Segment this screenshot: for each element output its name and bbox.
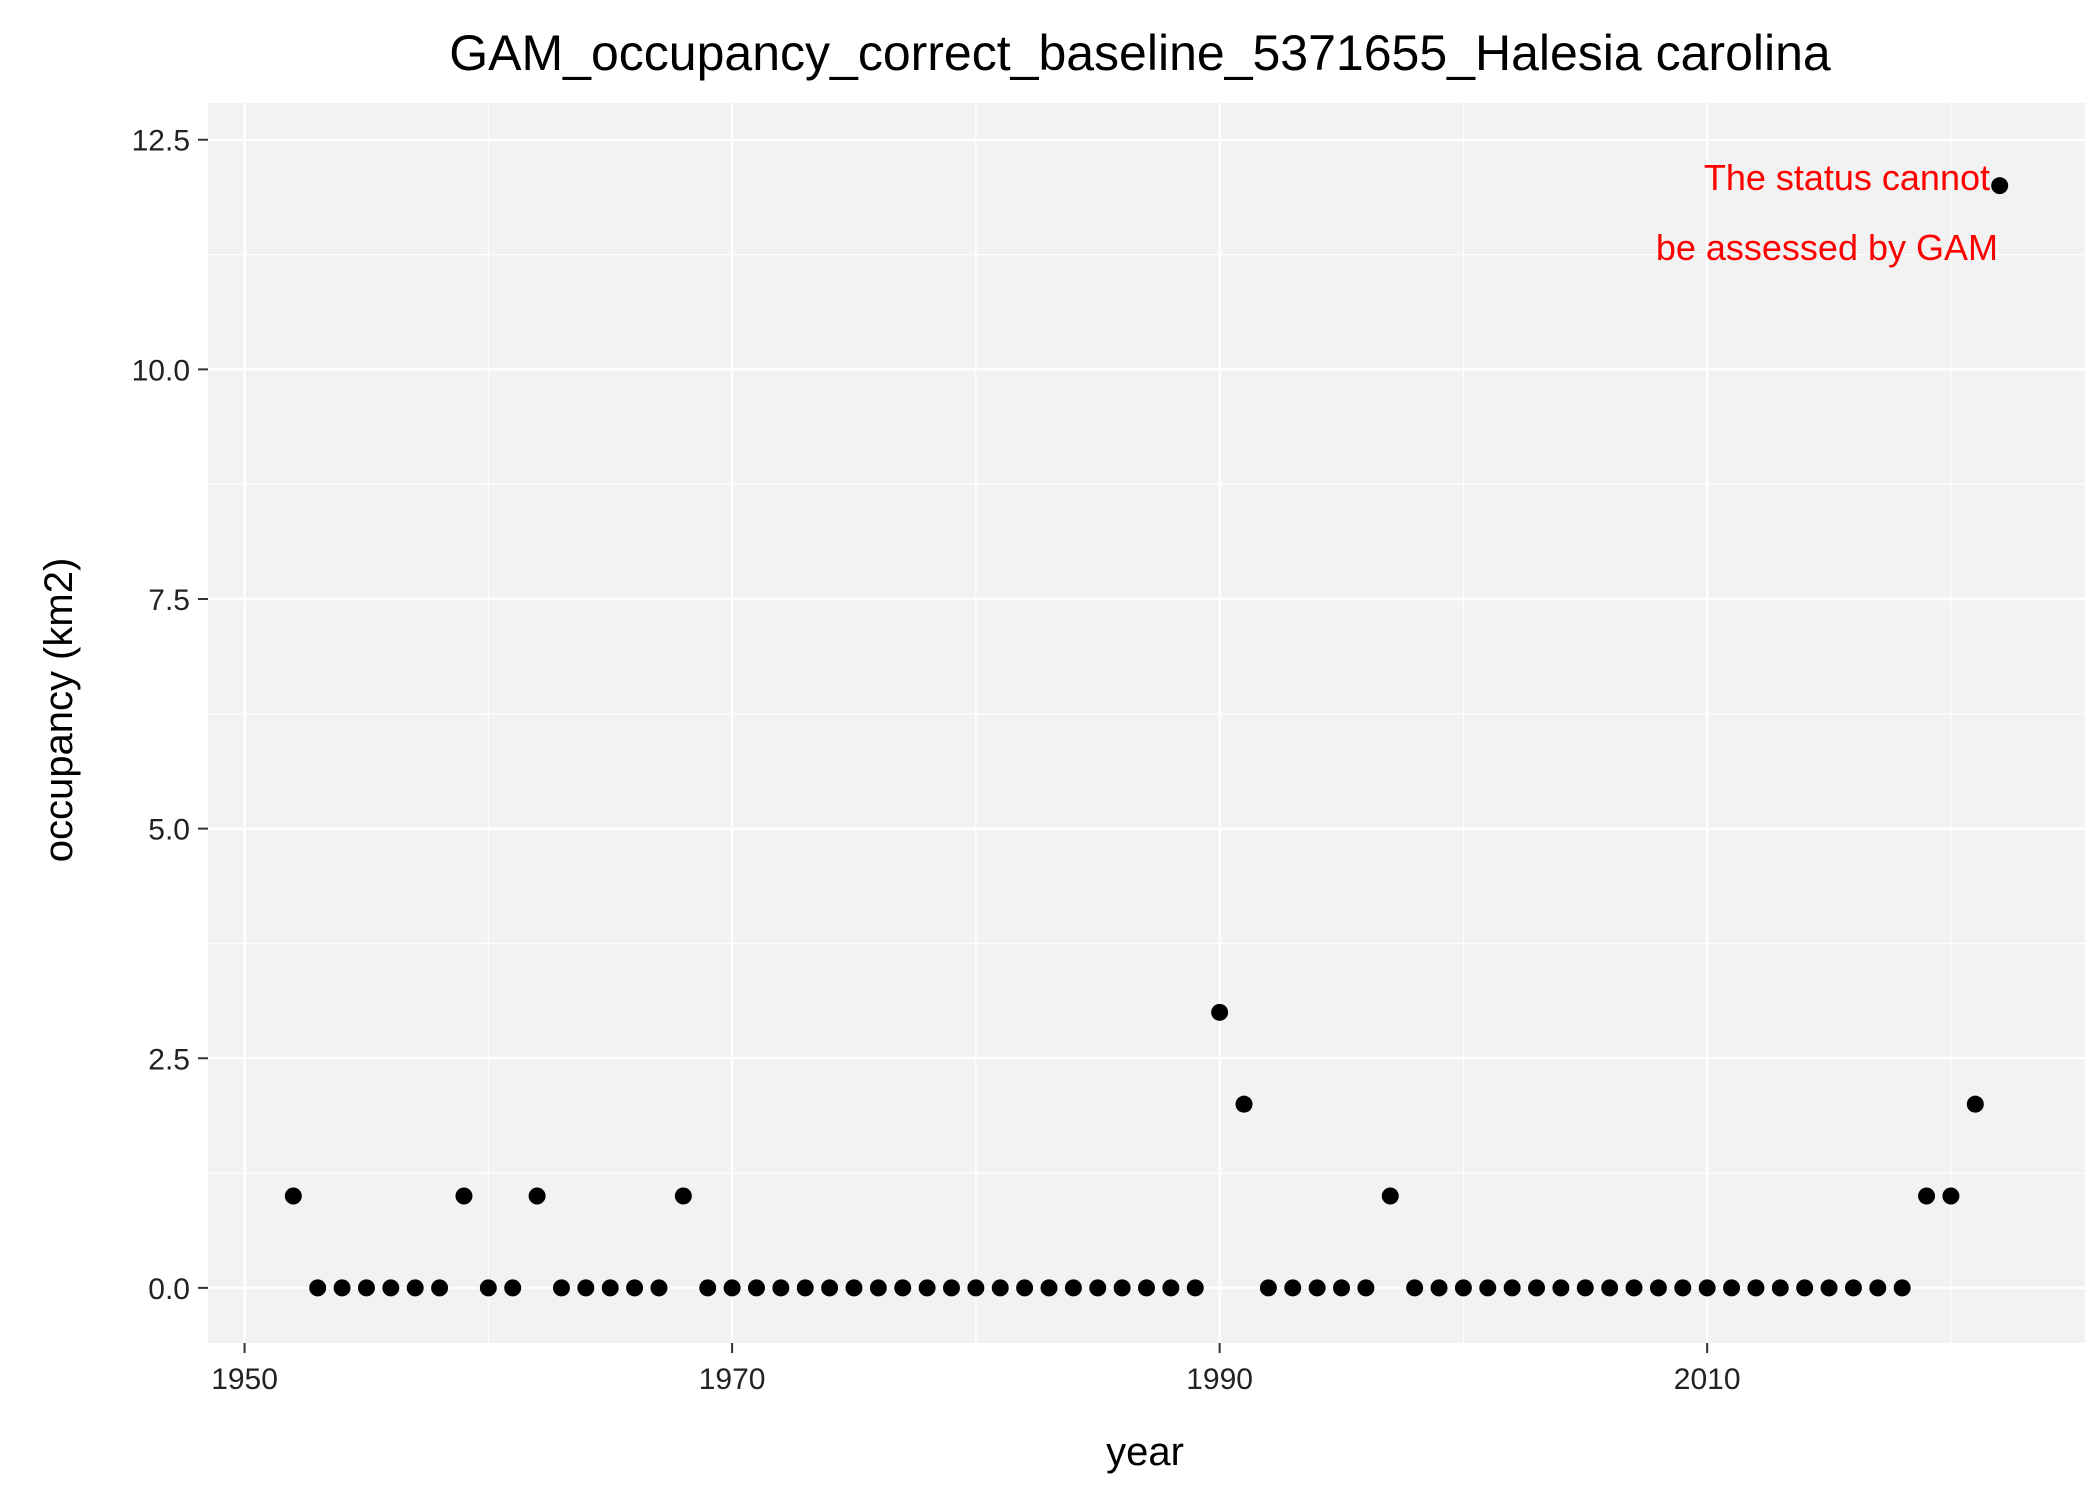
data-point [1674, 1279, 1692, 1297]
data-point [869, 1279, 887, 1297]
data-point [1747, 1279, 1765, 1297]
data-point [577, 1279, 595, 1297]
y-tick-label: 0.0 [148, 1273, 190, 1306]
data-point [552, 1279, 570, 1297]
x-tick-label: 1970 [699, 1363, 766, 1396]
annotation-line-2: be assessed by GAM [1656, 227, 1998, 268]
data-point [1259, 1279, 1277, 1297]
x-tick-label: 2010 [1674, 1363, 1741, 1396]
data-point [772, 1279, 790, 1297]
data-point [1844, 1279, 1862, 1297]
data-point [333, 1279, 351, 1297]
data-point [674, 1187, 692, 1205]
data-point [1869, 1279, 1887, 1297]
data-point [1966, 1095, 1984, 1113]
data-point [918, 1279, 936, 1297]
x-tick-label: 1990 [1186, 1363, 1253, 1396]
data-point [382, 1279, 400, 1297]
data-point [1454, 1279, 1472, 1297]
data-point [1211, 1003, 1229, 1021]
data-point [357, 1279, 375, 1297]
data-point [1552, 1279, 1570, 1297]
y-tick-label: 5.0 [148, 814, 190, 847]
data-point [1796, 1279, 1814, 1297]
data-point [1381, 1187, 1399, 1205]
y-tick-label: 10.0 [132, 354, 190, 387]
data-point [650, 1279, 668, 1297]
data-point [1479, 1279, 1497, 1297]
data-point [747, 1279, 765, 1297]
annotation-line-1: The status cannot [1704, 157, 1990, 198]
data-point [1308, 1279, 1326, 1297]
minor-gridlines [208, 103, 2085, 1343]
data-point [845, 1279, 863, 1297]
y-tick-label: 7.5 [148, 584, 190, 617]
data-point [1235, 1095, 1253, 1113]
panel-background [208, 103, 2085, 1343]
data-point [601, 1279, 619, 1297]
data-points [284, 177, 2009, 1297]
data-point [1406, 1279, 1424, 1297]
data-point [1040, 1279, 1058, 1297]
axes: 1950 1970 1990 2010 0.0 2.5 5.0 7.5 10.0 12.5 [132, 125, 1741, 1396]
data-point [1113, 1279, 1131, 1297]
data-point [821, 1279, 839, 1297]
data-point [796, 1279, 814, 1297]
data-point [504, 1279, 522, 1297]
data-point [1089, 1279, 1107, 1297]
data-point [431, 1279, 449, 1297]
x-tick-label: 1950 [211, 1363, 278, 1396]
x-axis-label: year [1106, 1430, 1184, 1474]
data-point [967, 1279, 985, 1297]
data-point [1576, 1279, 1594, 1297]
data-point [1723, 1279, 1741, 1297]
data-point [1064, 1279, 1082, 1297]
data-point [1649, 1279, 1667, 1297]
data-point [309, 1279, 327, 1297]
chart-title: GAM_occupancy_correct_baseline_5371655_H… [449, 25, 1831, 81]
data-point [479, 1279, 497, 1297]
data-point [1625, 1279, 1643, 1297]
data-point [1528, 1279, 1546, 1297]
data-point [1820, 1279, 1838, 1297]
data-point [894, 1279, 912, 1297]
data-point [1991, 177, 2009, 195]
data-point [406, 1279, 424, 1297]
data-point [1430, 1279, 1448, 1297]
data-point [1918, 1187, 1936, 1205]
data-point [1771, 1279, 1789, 1297]
data-point [1503, 1279, 1521, 1297]
data-point [1016, 1279, 1034, 1297]
data-point [1333, 1279, 1351, 1297]
data-point [1284, 1279, 1302, 1297]
data-point [528, 1187, 546, 1205]
y-tick-label: 12.5 [132, 125, 190, 158]
data-point [455, 1187, 473, 1205]
data-point [1186, 1279, 1204, 1297]
data-point [1162, 1279, 1180, 1297]
data-point [284, 1187, 302, 1205]
data-point [723, 1279, 741, 1297]
data-point [1942, 1187, 1960, 1205]
data-point [1893, 1279, 1911, 1297]
data-point [699, 1279, 717, 1297]
data-point [942, 1279, 960, 1297]
data-point [991, 1279, 1009, 1297]
data-point [1698, 1279, 1716, 1297]
data-point [1357, 1279, 1375, 1297]
data-point [1138, 1279, 1155, 1297]
y-axis-label: occupancy (km2) [37, 558, 81, 863]
y-tick-label: 2.5 [148, 1043, 190, 1076]
data-point [1601, 1279, 1619, 1297]
data-point [626, 1279, 644, 1297]
